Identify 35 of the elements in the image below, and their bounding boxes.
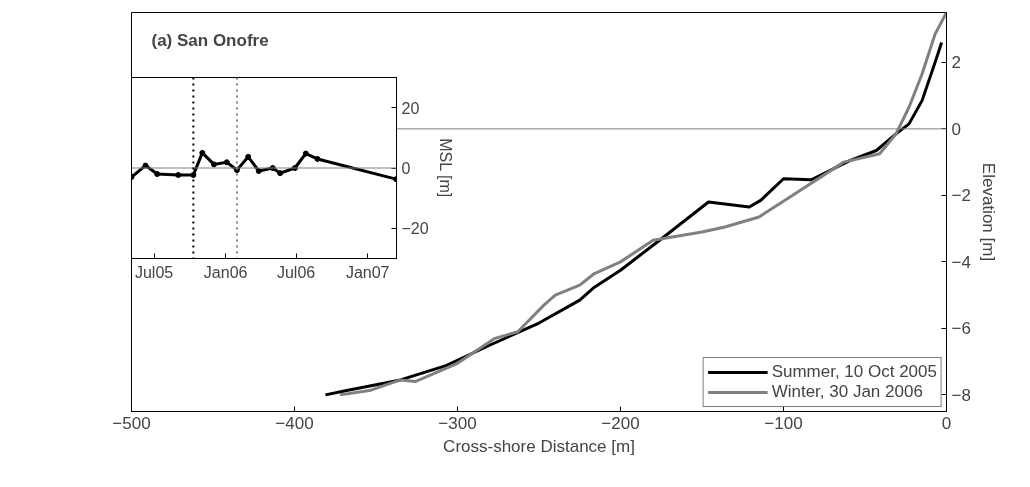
point xyxy=(302,150,309,157)
point xyxy=(255,168,262,175)
annotation: (a) San Onofre xyxy=(151,30,269,50)
y-axis-title: MSL [m] xyxy=(436,138,454,198)
y-tick-label: 2 xyxy=(951,53,961,73)
point xyxy=(190,171,197,178)
point xyxy=(211,161,217,168)
x-axis-title: Cross-shore Distance [m] xyxy=(443,436,635,456)
point xyxy=(199,149,206,156)
point xyxy=(314,155,321,162)
y-axis-title: Elevation [m] xyxy=(978,162,998,262)
point xyxy=(142,162,149,169)
point xyxy=(277,170,284,177)
legend-label: Summer, 10 Oct 2005 xyxy=(771,362,937,382)
point xyxy=(223,159,230,166)
x-tick-label: Jan07 xyxy=(345,263,390,281)
y-tick-label: −6 xyxy=(951,319,971,339)
x-tick-label: Jan06 xyxy=(203,263,248,281)
legend-label: Winter, 30 Jan 2006 xyxy=(771,382,923,402)
point xyxy=(175,171,182,178)
x-tick-label: −500 xyxy=(112,413,151,433)
x-tick-label: −400 xyxy=(275,413,314,433)
y-tick-label: −20 xyxy=(401,220,429,238)
y-tick-label: −4 xyxy=(951,252,971,272)
y-tick-label: 0 xyxy=(401,160,411,177)
x-tick-label: −300 xyxy=(438,413,477,433)
x-tick-label: −200 xyxy=(601,413,640,433)
point xyxy=(154,171,161,178)
x-tick-label: Jul06 xyxy=(276,263,316,281)
y-tick-label: −2 xyxy=(951,186,971,206)
x-tick-label: Jul05 xyxy=(134,263,174,281)
x-tick-label: −100 xyxy=(764,413,803,433)
y-tick-label: −8 xyxy=(951,385,971,405)
y-tick-label: 0 xyxy=(951,119,961,139)
y-tick-label: 20 xyxy=(401,99,420,117)
